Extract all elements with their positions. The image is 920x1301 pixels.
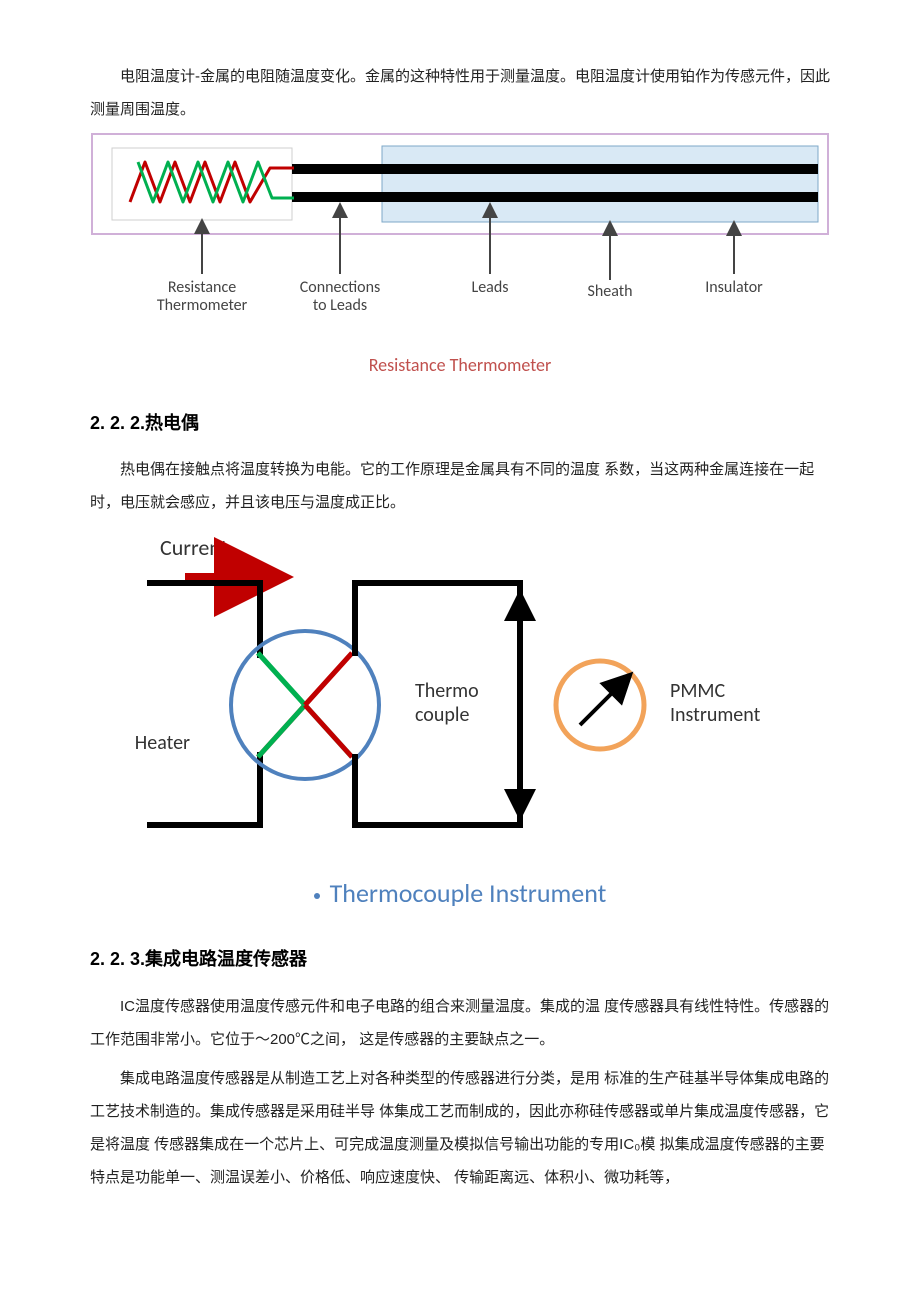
rt-label-sheath: Sheath <box>588 282 633 301</box>
rt-label-leads: Leads <box>471 278 508 297</box>
tc-label-current: Current <box>160 534 228 561</box>
tc-label-thermo2: couple <box>415 703 469 727</box>
tc-label-thermo1: Thermo <box>415 679 479 703</box>
rt-label-insulator: Insulator <box>705 278 763 297</box>
tc-svg: Current Heater Thermo couple PMMC Instru… <box>130 525 790 845</box>
intro-paragraph: 电阻温度计-金属的电阻随温度变化。金属的这种特性用于测量温度。电阻温度计使用铂作… <box>90 60 830 126</box>
tc-label-heater: Heater <box>135 731 190 755</box>
tc-title: Thermocouple Instrument <box>90 865 830 922</box>
rt-label-thermometer: Thermometer <box>157 296 248 315</box>
para-222: 热电偶在接触点将温度转换为电能。它的工作原理是金属具有不同的温度 系数，当这两种… <box>90 453 830 519</box>
resistance-thermometer-diagram: Resistance Thermometer Connections to Le… <box>90 132 830 334</box>
bullet-icon <box>314 893 320 899</box>
thermocouple-diagram: Current Heater Thermo couple PMMC Instru… <box>130 525 790 857</box>
rt-label-resistance: Resistance <box>168 278 236 297</box>
rt-label-connections: Connections <box>300 278 381 297</box>
para-223-2: 集成电路温度传感器是从制造工艺上对各种类型的传感器进行分类，是用 标准的生产硅基… <box>90 1062 830 1194</box>
para-223-1: IC温度传感器使用温度传感元件和电子电路的组合来测量温度。集成的温 度传感器具有… <box>90 990 830 1056</box>
rt-svg: Resistance Thermometer Connections to Le… <box>90 132 830 322</box>
rt-caption: Resistance Thermometer <box>90 346 830 386</box>
tc-label-pmmc1: PMMC <box>670 679 726 703</box>
tc-title-text: Thermocouple Instrument <box>330 877 607 909</box>
heading-222: 2. 2. 2.热电偶 <box>90 404 830 444</box>
rt-label-toleads: to Leads <box>313 296 367 315</box>
tc-label-pmmc2: Instrument <box>670 703 761 727</box>
heading-223: 2. 2. 3.集成电路温度传感器 <box>90 940 830 980</box>
